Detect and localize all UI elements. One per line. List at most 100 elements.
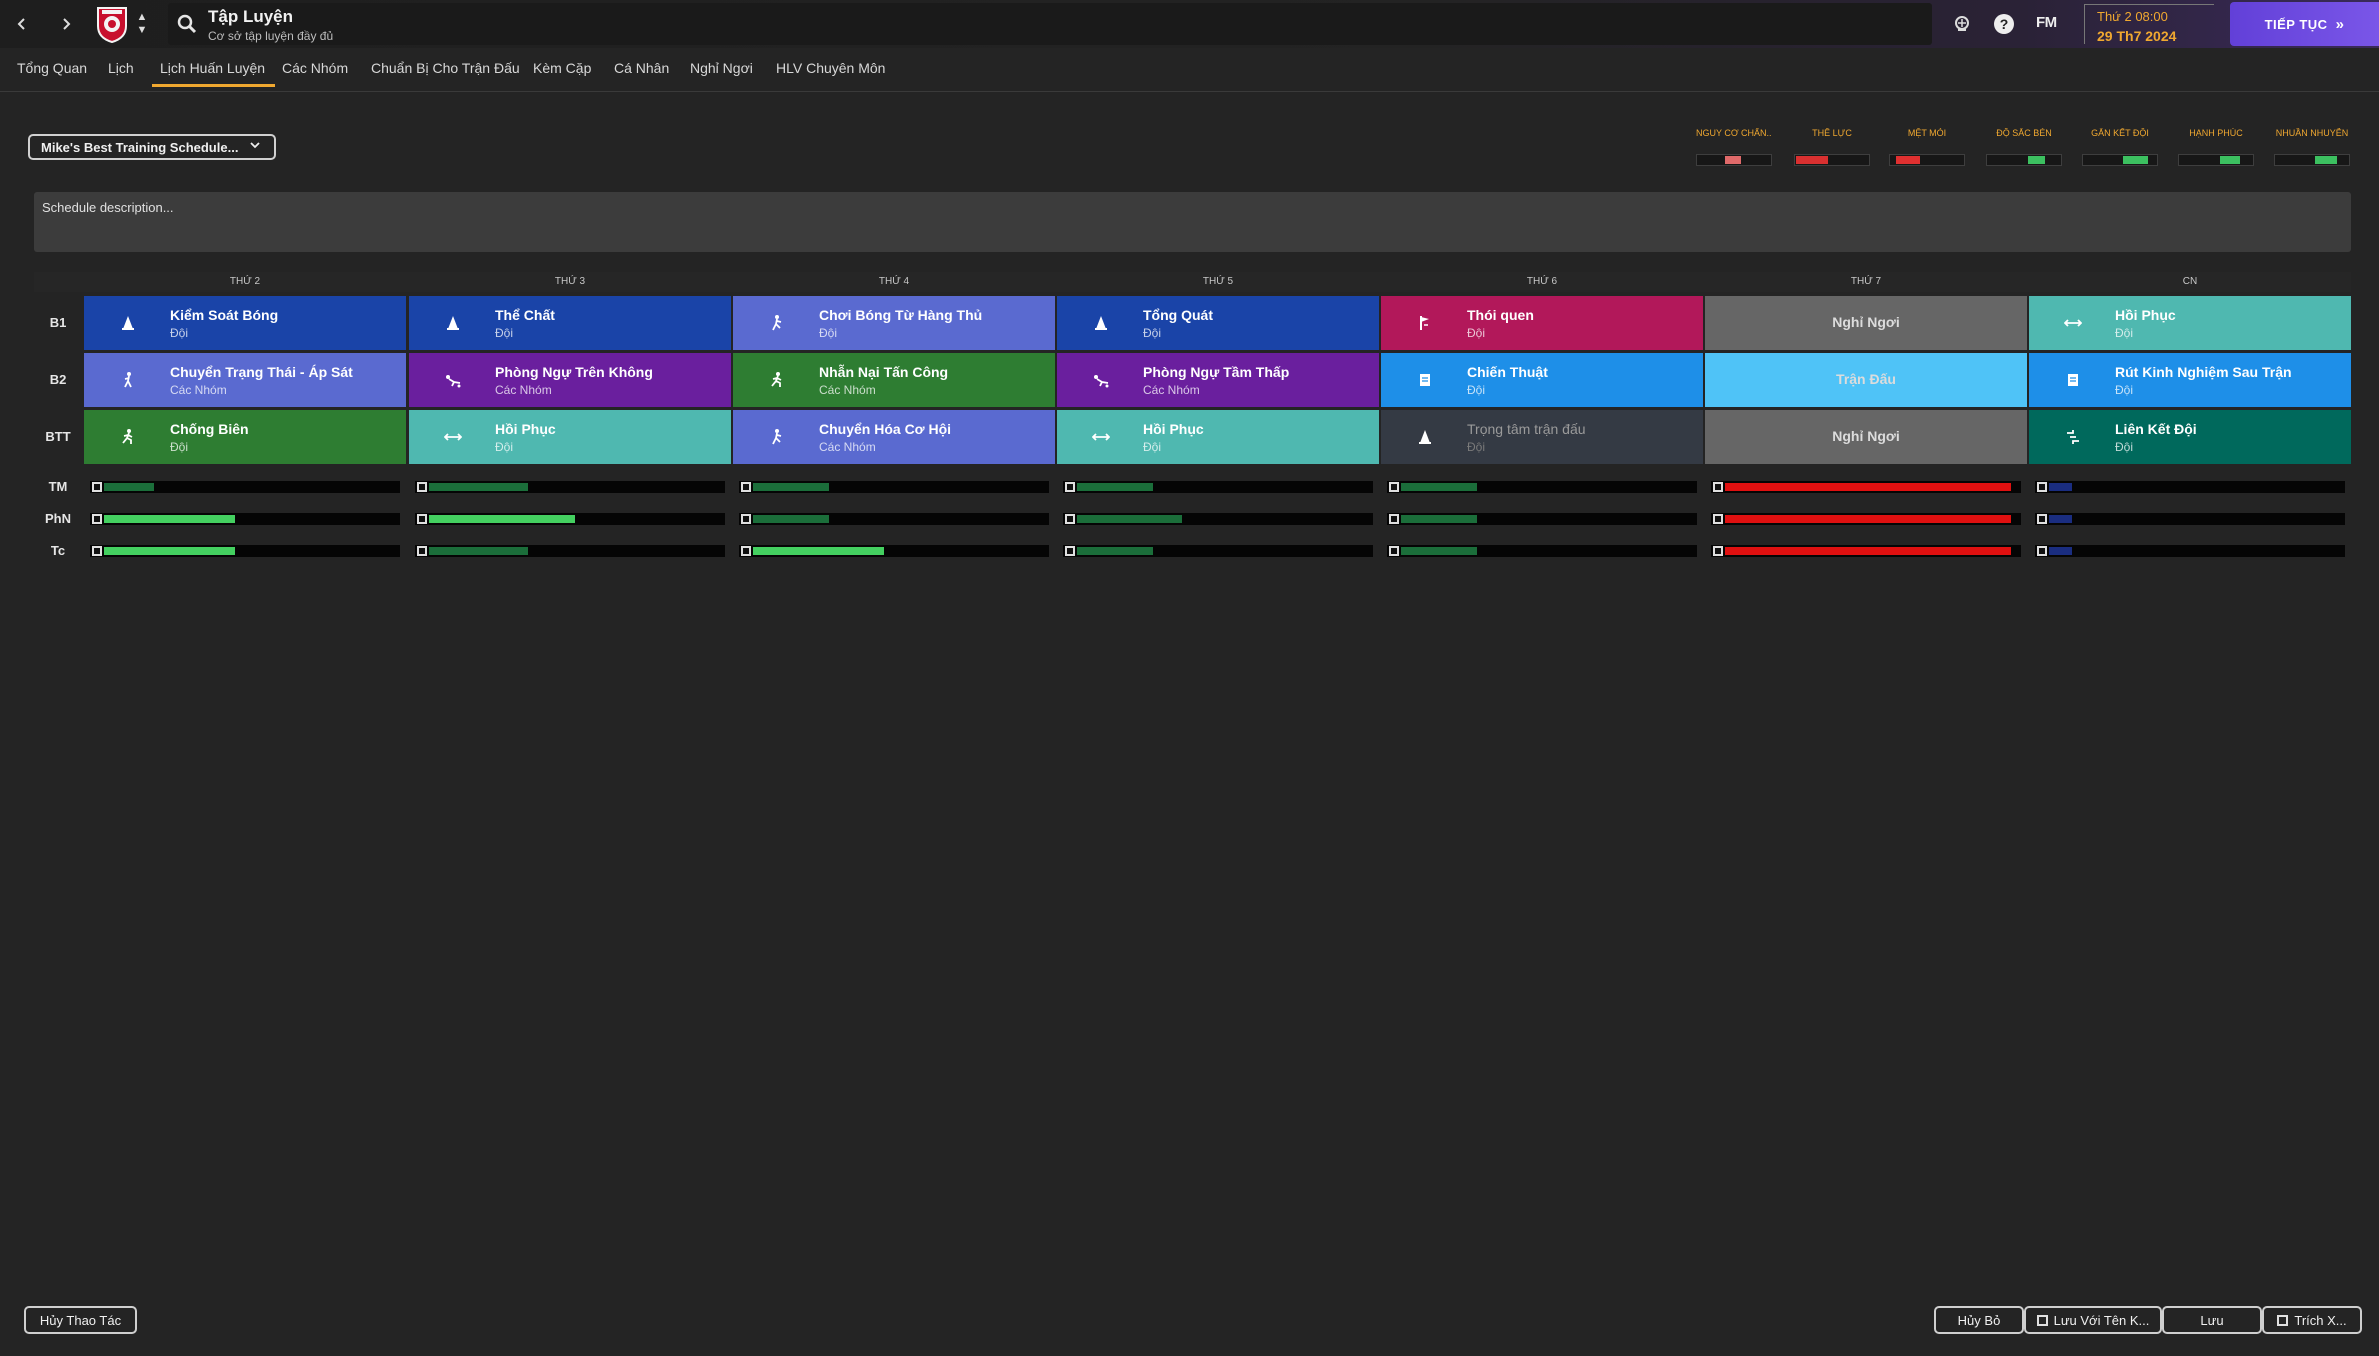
load-bar[interactable]: [1711, 481, 2021, 493]
load-bar[interactable]: [90, 513, 400, 525]
session-cell[interactable]: Trọng tâm trận đấu Đội: [1381, 410, 1703, 464]
load-checkbox[interactable]: [92, 482, 102, 492]
chevron-down-icon[interactable]: ▼: [136, 24, 148, 36]
game-date[interactable]: Thứ 2 08:00 29 Th7 2024: [2084, 4, 2214, 44]
load-checkbox[interactable]: [1713, 482, 1723, 492]
load-checkbox[interactable]: [1065, 482, 1075, 492]
session-cell[interactable]: Rút Kinh Nghiệm Sau Trận Đội: [2029, 353, 2351, 407]
schedule-dropdown[interactable]: Mike's Best Training Schedule...: [28, 134, 276, 160]
tab-training-schedule[interactable]: Lịch Huấn Luyện: [151, 60, 276, 87]
export-button[interactable]: Trích X...: [2262, 1306, 2362, 1334]
load-checkbox[interactable]: [1389, 514, 1399, 524]
load-bar[interactable]: [2035, 481, 2345, 493]
tab-rest[interactable]: Nghỉ Ngơi: [690, 60, 753, 76]
session-cell[interactable]: Phòng Ngự Tầm Thấp Các Nhóm: [1057, 353, 1379, 407]
load-bar[interactable]: [1387, 513, 1697, 525]
load-checkbox[interactable]: [741, 482, 751, 492]
save-as-button[interactable]: Lưu Với Tên K...: [2024, 1306, 2162, 1334]
session-cell[interactable]: Chơi Bóng Từ Hàng Thủ Đội: [733, 296, 1055, 350]
load-checkbox[interactable]: [92, 546, 102, 556]
session-cell[interactable]: Kiểm Soát Bóng Đội: [84, 296, 406, 350]
session-label: Trận Đấu: [1836, 371, 1896, 387]
load-checkbox[interactable]: [741, 546, 751, 556]
session-cell[interactable]: Thể Chất Đội: [409, 296, 731, 350]
recovery-icon: [443, 427, 463, 447]
session-cell[interactable]: Tổng Quát Đội: [1057, 296, 1379, 350]
load-bar[interactable]: [90, 545, 400, 557]
fm-logo[interactable]: FM: [2036, 14, 2057, 31]
chevron-up-icon[interactable]: ▲: [136, 11, 148, 23]
tab-individual[interactable]: Cá Nhân: [614, 60, 670, 76]
club-badge[interactable]: [94, 4, 130, 44]
session-cell[interactable]: Nhẫn Nại Tấn Công Các Nhóm: [733, 353, 1055, 407]
session-cell[interactable]: Chống Biên Đội: [84, 410, 406, 464]
load-fill: [1401, 515, 1477, 523]
double-chevron-right-icon: »: [2335, 15, 2345, 33]
load-checkbox[interactable]: [1065, 546, 1075, 556]
forward-icon[interactable]: [50, 8, 82, 40]
load-bar[interactable]: [415, 481, 725, 493]
undo-button[interactable]: Hủy Thao Tác: [24, 1306, 137, 1334]
session-cell[interactable]: Nghỉ Ngơi: [1705, 410, 2027, 464]
session-group: Các Nhóm: [170, 383, 227, 397]
load-bar[interactable]: [1711, 545, 2021, 557]
load-bar[interactable]: [1063, 545, 1373, 557]
load-bar[interactable]: [415, 513, 725, 525]
session-cell[interactable]: Trận Đấu: [1705, 353, 2027, 407]
load-checkbox[interactable]: [417, 546, 427, 556]
save-button[interactable]: Lưu: [2162, 1306, 2262, 1334]
load-bar[interactable]: [739, 481, 1049, 493]
club-switch-arrows[interactable]: ▲ ▼: [134, 8, 150, 40]
session-cell[interactable]: Chiến Thuật Đội: [1381, 353, 1703, 407]
load-checkbox[interactable]: [2037, 482, 2047, 492]
load-checkbox[interactable]: [417, 482, 427, 492]
session-cell[interactable]: Phòng Ngự Trên Không Các Nhóm: [409, 353, 731, 407]
help-icon[interactable]: ?: [1992, 12, 2016, 36]
session-cell[interactable]: Chuyển Trạng Thái - Áp Sát Các Nhóm: [84, 353, 406, 407]
cancel-button[interactable]: Hủy Bỏ: [1934, 1306, 2024, 1334]
load-bar[interactable]: [739, 513, 1049, 525]
session-cell[interactable]: Liên Kết Đội Đội: [2029, 410, 2351, 464]
load-checkbox[interactable]: [417, 514, 427, 524]
tab-calendar[interactable]: Lịch: [108, 60, 134, 76]
session-cell[interactable]: Chuyển Hóa Cơ Hội Các Nhóm: [733, 410, 1055, 464]
load-bar[interactable]: [2035, 545, 2345, 557]
network-icon[interactable]: [1950, 12, 1974, 36]
load-checkbox[interactable]: [2037, 514, 2047, 524]
load-bar[interactable]: [1387, 545, 1697, 557]
load-checkbox[interactable]: [2037, 546, 2047, 556]
load-bar[interactable]: [1063, 513, 1373, 525]
tab-overview[interactable]: Tổng Quan: [17, 60, 88, 76]
load-bar[interactable]: [739, 545, 1049, 557]
session-cell[interactable]: Hồi Phục Đội: [409, 410, 731, 464]
indicator-bar: [1986, 154, 2062, 166]
session-group: Đội: [1143, 326, 1162, 340]
load-checkbox[interactable]: [1713, 514, 1723, 524]
session-cell[interactable]: Hồi Phục Đội: [1057, 410, 1379, 464]
load-checkbox[interactable]: [1389, 482, 1399, 492]
load-bar[interactable]: [1711, 513, 2021, 525]
tab-match-preparation[interactable]: Chuẩn Bị Cho Trận Đấu: [371, 60, 520, 76]
search-icon[interactable]: [176, 13, 198, 35]
load-checkbox[interactable]: [92, 514, 102, 524]
load-bar[interactable]: [1387, 481, 1697, 493]
tab-mentoring[interactable]: Kèm Cặp: [533, 60, 592, 76]
schedule-description-input[interactable]: Schedule description...: [34, 192, 2351, 252]
load-checkbox[interactable]: [1065, 514, 1075, 524]
load-fill: [753, 547, 885, 555]
load-checkbox[interactable]: [741, 514, 751, 524]
tab-specialist-coach[interactable]: HLV Chuyên Môn: [776, 60, 886, 76]
load-bar[interactable]: [2035, 513, 2345, 525]
continue-button[interactable]: TIẾP TỤC »: [2230, 2, 2379, 46]
session-cell[interactable]: Nghỉ Ngơi: [1705, 296, 2027, 350]
tab-groups[interactable]: Các Nhóm: [282, 60, 349, 76]
search-bar[interactable]: Tập Luyện Cơ sở tập luyện đầy đủ: [168, 3, 1932, 45]
load-bar[interactable]: [90, 481, 400, 493]
session-cell[interactable]: Thói quen Đội: [1381, 296, 1703, 350]
session-cell[interactable]: Hồi Phục Đội: [2029, 296, 2351, 350]
load-bar[interactable]: [1063, 481, 1373, 493]
load-checkbox[interactable]: [1713, 546, 1723, 556]
load-bar[interactable]: [415, 545, 725, 557]
load-checkbox[interactable]: [1389, 546, 1399, 556]
back-icon[interactable]: [6, 8, 38, 40]
